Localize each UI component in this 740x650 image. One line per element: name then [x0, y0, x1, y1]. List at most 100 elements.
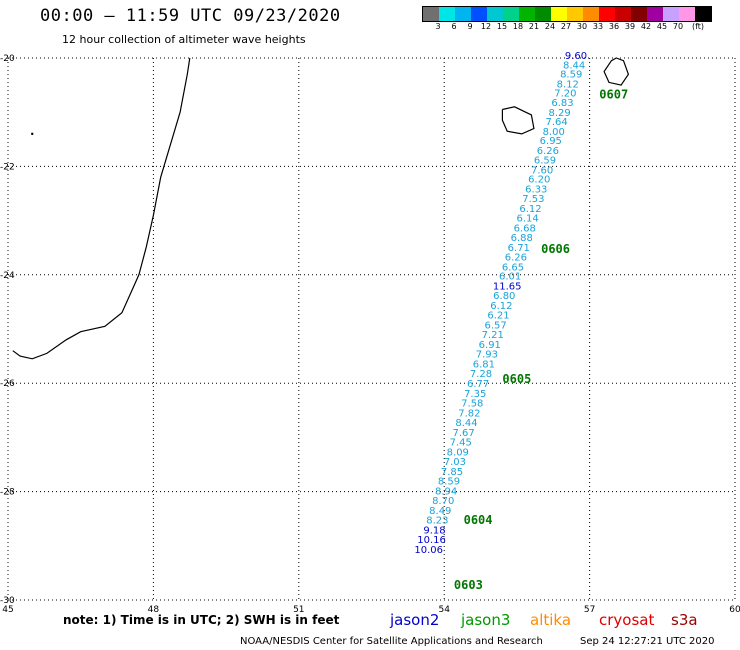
pass-time-label: 0606 — [541, 242, 570, 256]
color-swatch — [599, 7, 615, 21]
reunion-coast — [501, 106, 535, 135]
satellite-altika: altika — [530, 611, 572, 629]
color-swatch — [583, 7, 599, 21]
color-swatch — [567, 7, 583, 21]
color-swatch — [471, 7, 487, 21]
wave-height-label: 6.12 — [490, 301, 512, 312]
color-scale-unit: (ft) — [691, 22, 705, 31]
lon-tick-label: 60 — [729, 605, 740, 615]
lat-tick-label: -28 — [0, 488, 15, 498]
footer-credit: NOAA/NESDIS Center for Satellite Applica… — [240, 636, 543, 647]
color-swatch — [455, 7, 471, 21]
color-scale-label: 6 — [451, 22, 457, 31]
wave-height-label: 6.77 — [467, 379, 489, 390]
lat-tick-label: -20 — [0, 54, 15, 64]
wave-height-label: 7.53 — [522, 194, 544, 205]
color-swatch — [663, 7, 679, 21]
wave-height-label: 6.83 — [551, 98, 573, 109]
legend-note: note: 1) Time is in UTC; 2) SWH is in fe… — [63, 613, 340, 627]
wave-height-label: 6.95 — [540, 136, 562, 147]
wave-height-label: 6.20 — [528, 175, 550, 186]
wave-height-label: 10.16 — [417, 535, 446, 546]
page-subtitle: 12 hour collection of altimeter wave hei… — [62, 33, 306, 46]
wave-height-label: 7.64 — [545, 117, 567, 128]
footer-date: Sep 24 12:27:21 UTC 2020 — [580, 636, 715, 647]
color-swatch — [503, 7, 519, 21]
pass-time-label: 0605 — [502, 372, 531, 386]
page-title: 00:00 – 11:59 UTC 09/23/2020 — [40, 6, 341, 26]
wave-height-label: 8.59 — [438, 477, 460, 488]
wave-height-label: 8.00 — [543, 127, 565, 138]
color-swatch — [487, 7, 503, 21]
time-labels: 0607 0606 0605 0604 0603 — [454, 88, 628, 593]
wave-height-label: 6.21 — [487, 311, 509, 322]
pass-time-label: 0607 — [599, 88, 628, 102]
wave-height-label: 7.03 — [444, 457, 466, 468]
lon-tick-label: 57 — [584, 605, 595, 615]
wave-height-label: 8.23 — [426, 516, 448, 527]
color-scale-label: 27 — [560, 22, 572, 31]
color-scale-label: 42 — [640, 22, 652, 31]
lon-tick-label: 45 — [2, 605, 13, 615]
wave-height-label: 8.09 — [447, 447, 469, 458]
wave-height-label: 11.65 — [493, 281, 522, 292]
color-scale-label: 30 — [576, 22, 588, 31]
color-scale-label: 70 — [672, 22, 684, 31]
wave-height-label: 10.06 — [414, 545, 443, 556]
wave-height-label: 6.01 — [499, 272, 521, 283]
wave-height-label: 9.18 — [423, 525, 445, 536]
lat-tick-label: -26 — [0, 379, 15, 389]
color-swatch — [519, 7, 535, 21]
satellite-s3a: s3a — [671, 611, 698, 629]
wave-height-label: 6.88 — [511, 233, 533, 244]
wave-height-label: 7.67 — [452, 428, 474, 439]
wave-height-label: 7.58 — [461, 399, 483, 410]
wave-height-label: 7.85 — [441, 467, 463, 478]
pass-time-label: 0603 — [454, 578, 483, 592]
color-scale-label: 15 — [496, 22, 508, 31]
madagascar-coast — [12, 57, 191, 360]
color-scale-label: 39 — [624, 22, 636, 31]
satellite-cryosat: cryosat — [599, 611, 655, 629]
lon-tick-label: 51 — [293, 605, 304, 615]
axis-ticks: 45 48 51 54 57 60 -20 -22 -24 -26 -28 -30 — [0, 54, 740, 615]
wave-height-label: 6.33 — [525, 184, 547, 195]
wave-height-label: 6.65 — [502, 263, 524, 274]
wave-height-label: 7.93 — [476, 350, 498, 361]
wave-height-label: 8.44 — [563, 60, 585, 71]
satellite-jason2: jason2 — [390, 611, 440, 629]
wave-height-label: 7.82 — [458, 408, 480, 419]
lat-tick-label: -30 — [0, 596, 15, 606]
wave-height-label: 6.71 — [508, 243, 530, 254]
color-swatch — [695, 7, 711, 21]
wave-height-label: 6.26 — [505, 253, 527, 264]
wave-height-label: 9.60 — [565, 51, 587, 62]
color-scale-label: 33 — [592, 22, 604, 31]
color-swatch — [423, 7, 439, 21]
lon-tick-label: 48 — [148, 605, 160, 615]
color-swatch — [647, 7, 663, 21]
satellite-jason3: jason3 — [461, 611, 511, 629]
color-scale-label: 45 — [656, 22, 668, 31]
color-swatch — [551, 7, 567, 21]
color-scale-label: 36 — [608, 22, 620, 31]
wave-height-label: 8.94 — [435, 486, 457, 497]
wave-height-label: 6.80 — [493, 291, 515, 302]
wave-height-label: 6.12 — [519, 204, 541, 215]
wave-height-label: 6.14 — [516, 214, 538, 225]
color-swatch — [679, 7, 695, 21]
wave-height-labels: 9.608.448.598.127.206.838.297.648.006.95… — [414, 51, 587, 556]
wave-height-label: 6.59 — [534, 156, 556, 167]
wave-height-label: 6.91 — [479, 340, 501, 351]
wave-height-label: 8.29 — [548, 108, 570, 119]
wave-height-label: 6.81 — [473, 360, 495, 371]
lat-tick-label: -22 — [0, 162, 15, 172]
color-scale-label: 24 — [544, 22, 556, 31]
islet — [31, 132, 34, 136]
wave-height-label: 7.20 — [554, 89, 576, 100]
color-scale-label: 9 — [467, 22, 473, 31]
color-scale-bar — [422, 6, 712, 22]
wave-height-label: 8.44 — [455, 418, 477, 429]
color-scale-label: 18 — [512, 22, 524, 31]
wave-height-label: 8.70 — [432, 496, 454, 507]
